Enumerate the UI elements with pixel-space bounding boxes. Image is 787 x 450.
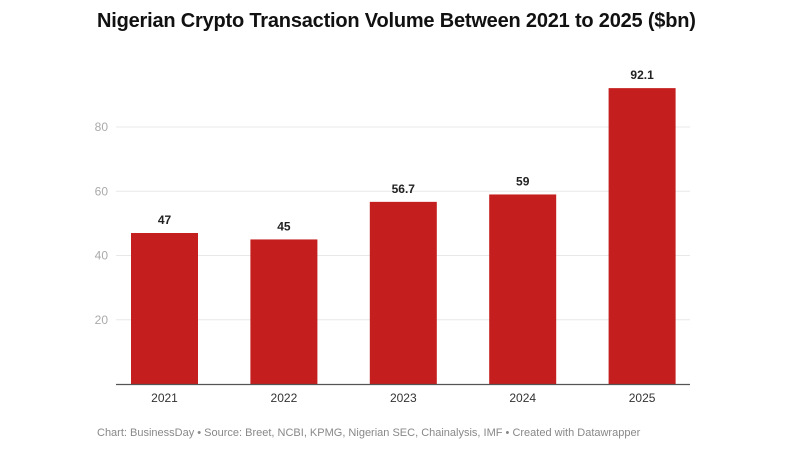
data-label: 45 [277,219,291,233]
x-tick-label: 2022 [271,391,298,405]
bar-2022 [250,239,318,384]
x-tick-label: 2023 [390,391,417,405]
x-tick-label: 2021 [151,391,178,405]
data-label: 56.7 [392,182,416,196]
bar-2024 [489,194,557,384]
chart-title: Nigerian Crypto Transaction Volume Betwe… [97,10,696,32]
y-tick-label: 60 [95,184,109,198]
bar-2021 [131,233,198,384]
data-label: 47 [158,213,172,227]
x-tick-label: 2024 [509,391,536,405]
bar-2025 [608,88,676,384]
x-tick-label: 2025 [629,391,656,405]
chart-footer: Chart: BusinessDay • Source: Breet, NCBI… [97,427,641,439]
y-tick-label: 80 [95,120,109,134]
bar-2023 [369,201,437,384]
data-label: 92.1 [630,68,654,82]
data-label: 59 [516,174,530,188]
y-tick-label: 20 [95,313,109,327]
y-tick-label: 40 [95,249,109,263]
